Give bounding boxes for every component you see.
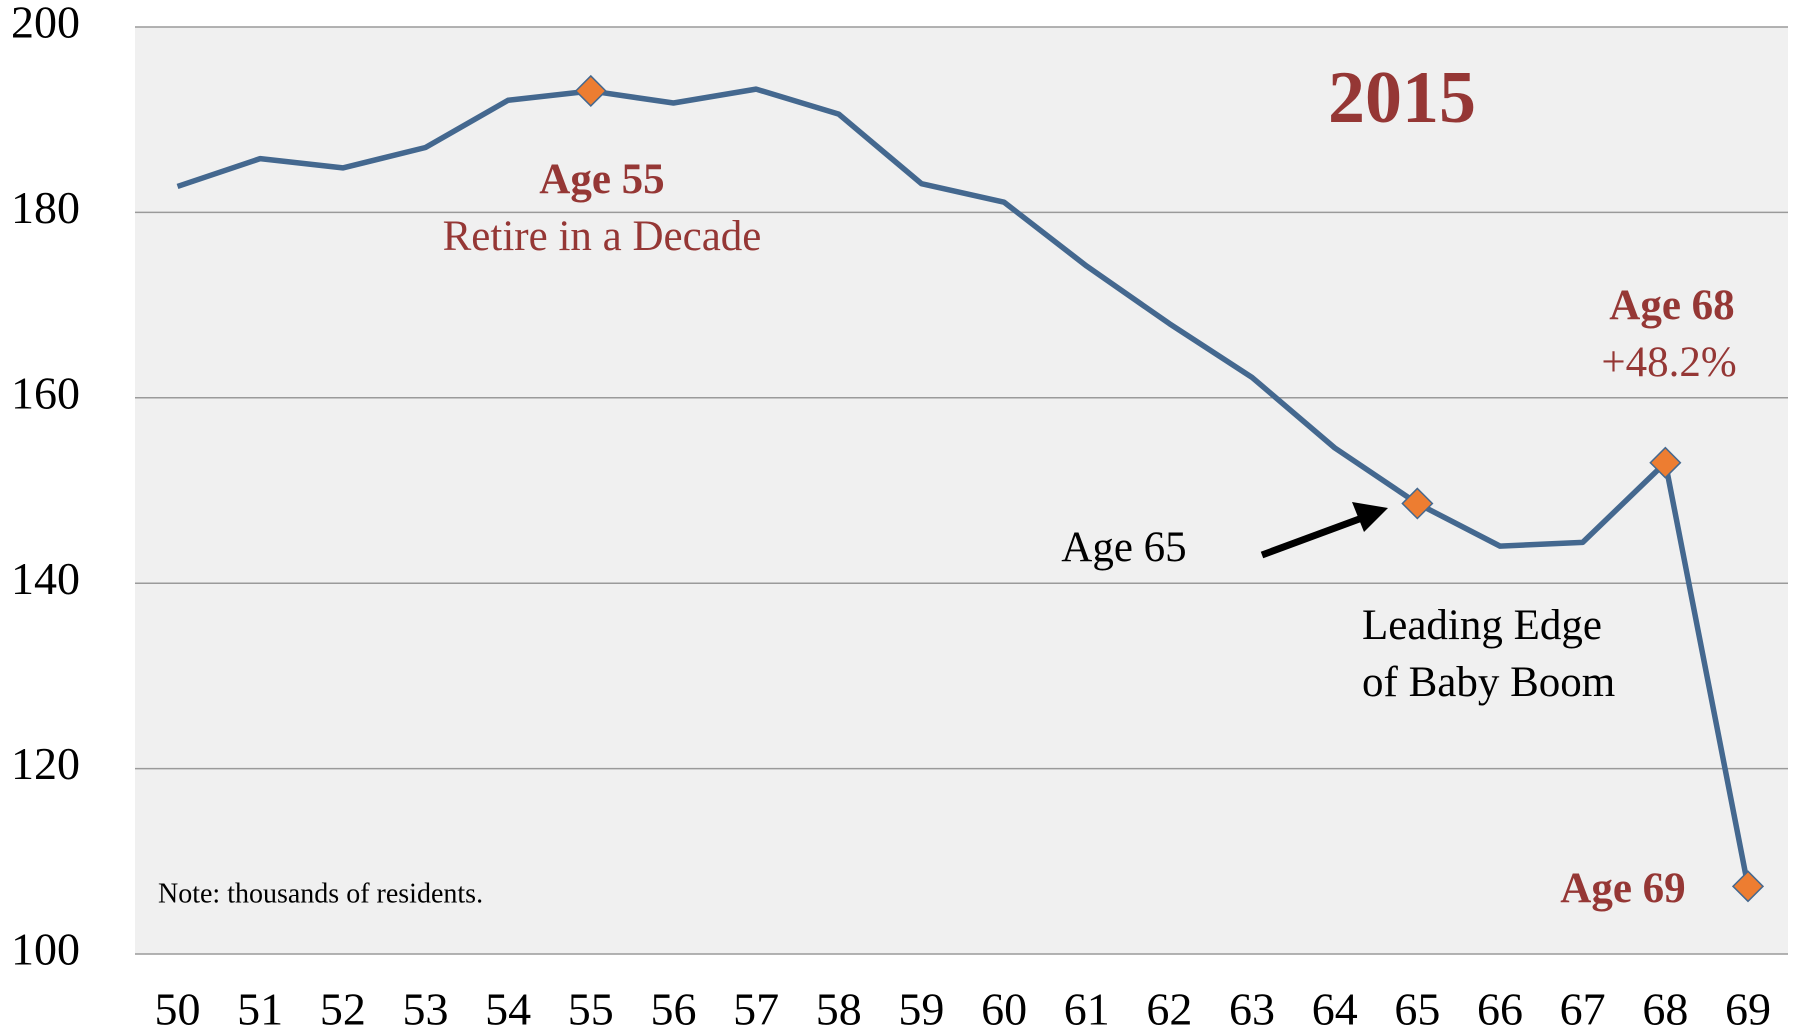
x-tick-label: 56 [650, 984, 696, 1035]
y-tick-label: 100 [11, 924, 80, 975]
annotation: Retire in a Decade [443, 213, 762, 260]
marker [574, 74, 607, 108]
annotation: Age 68 [1609, 282, 1734, 329]
arrow-shaft [1260, 514, 1364, 559]
y-tick-label: 140 [11, 553, 80, 604]
x-tick-label: 55 [568, 984, 614, 1035]
annotation: of Baby Boom [1362, 659, 1615, 706]
annotation: +48.2% [1601, 339, 1736, 386]
annotation: Leading Edge [1362, 602, 1602, 649]
arrow-head [1352, 502, 1388, 532]
y-tick-label: 180 [11, 182, 80, 233]
x-tick-label: 60 [981, 984, 1027, 1035]
annotation: Age 65 [1061, 524, 1186, 571]
note: Note: thousands of residents. [158, 878, 483, 909]
x-tick-label: 62 [1146, 984, 1192, 1035]
x-tick-label: 59 [898, 984, 944, 1035]
x-tick-label: 65 [1394, 984, 1440, 1035]
line [176, 86, 1751, 887]
x-tick-label: 54 [485, 984, 531, 1035]
plot-area [135, 27, 1788, 954]
chart-title: 2015 [1328, 57, 1476, 139]
annotation: Age 55 [539, 156, 664, 203]
x-tick-label: 50 [155, 984, 201, 1035]
x-tick-label: 53 [402, 984, 448, 1035]
x-tick-label: 61 [1064, 984, 1110, 1035]
x-tick-label: 64 [1312, 984, 1358, 1035]
x-tick-label: 69 [1725, 984, 1771, 1035]
y-tick-label: 160 [11, 367, 80, 418]
marker [1401, 487, 1434, 520]
y-tick-label: 120 [11, 738, 80, 789]
annotation: Age 69 [1560, 865, 1685, 912]
x-tick-label: 52 [320, 984, 366, 1035]
x-tick-label: 51 [237, 984, 283, 1035]
x-tick-label: 67 [1560, 984, 1606, 1035]
x-tick-label: 58 [816, 984, 862, 1035]
marker [1731, 870, 1765, 903]
marker [1649, 446, 1682, 479]
x-tick-label: 63 [1229, 984, 1275, 1035]
y-tick-label: 200 [11, 0, 80, 48]
x-tick-label: 57 [733, 984, 779, 1035]
x-tick-label: 68 [1642, 984, 1688, 1035]
x-tick-label: 66 [1477, 984, 1523, 1035]
